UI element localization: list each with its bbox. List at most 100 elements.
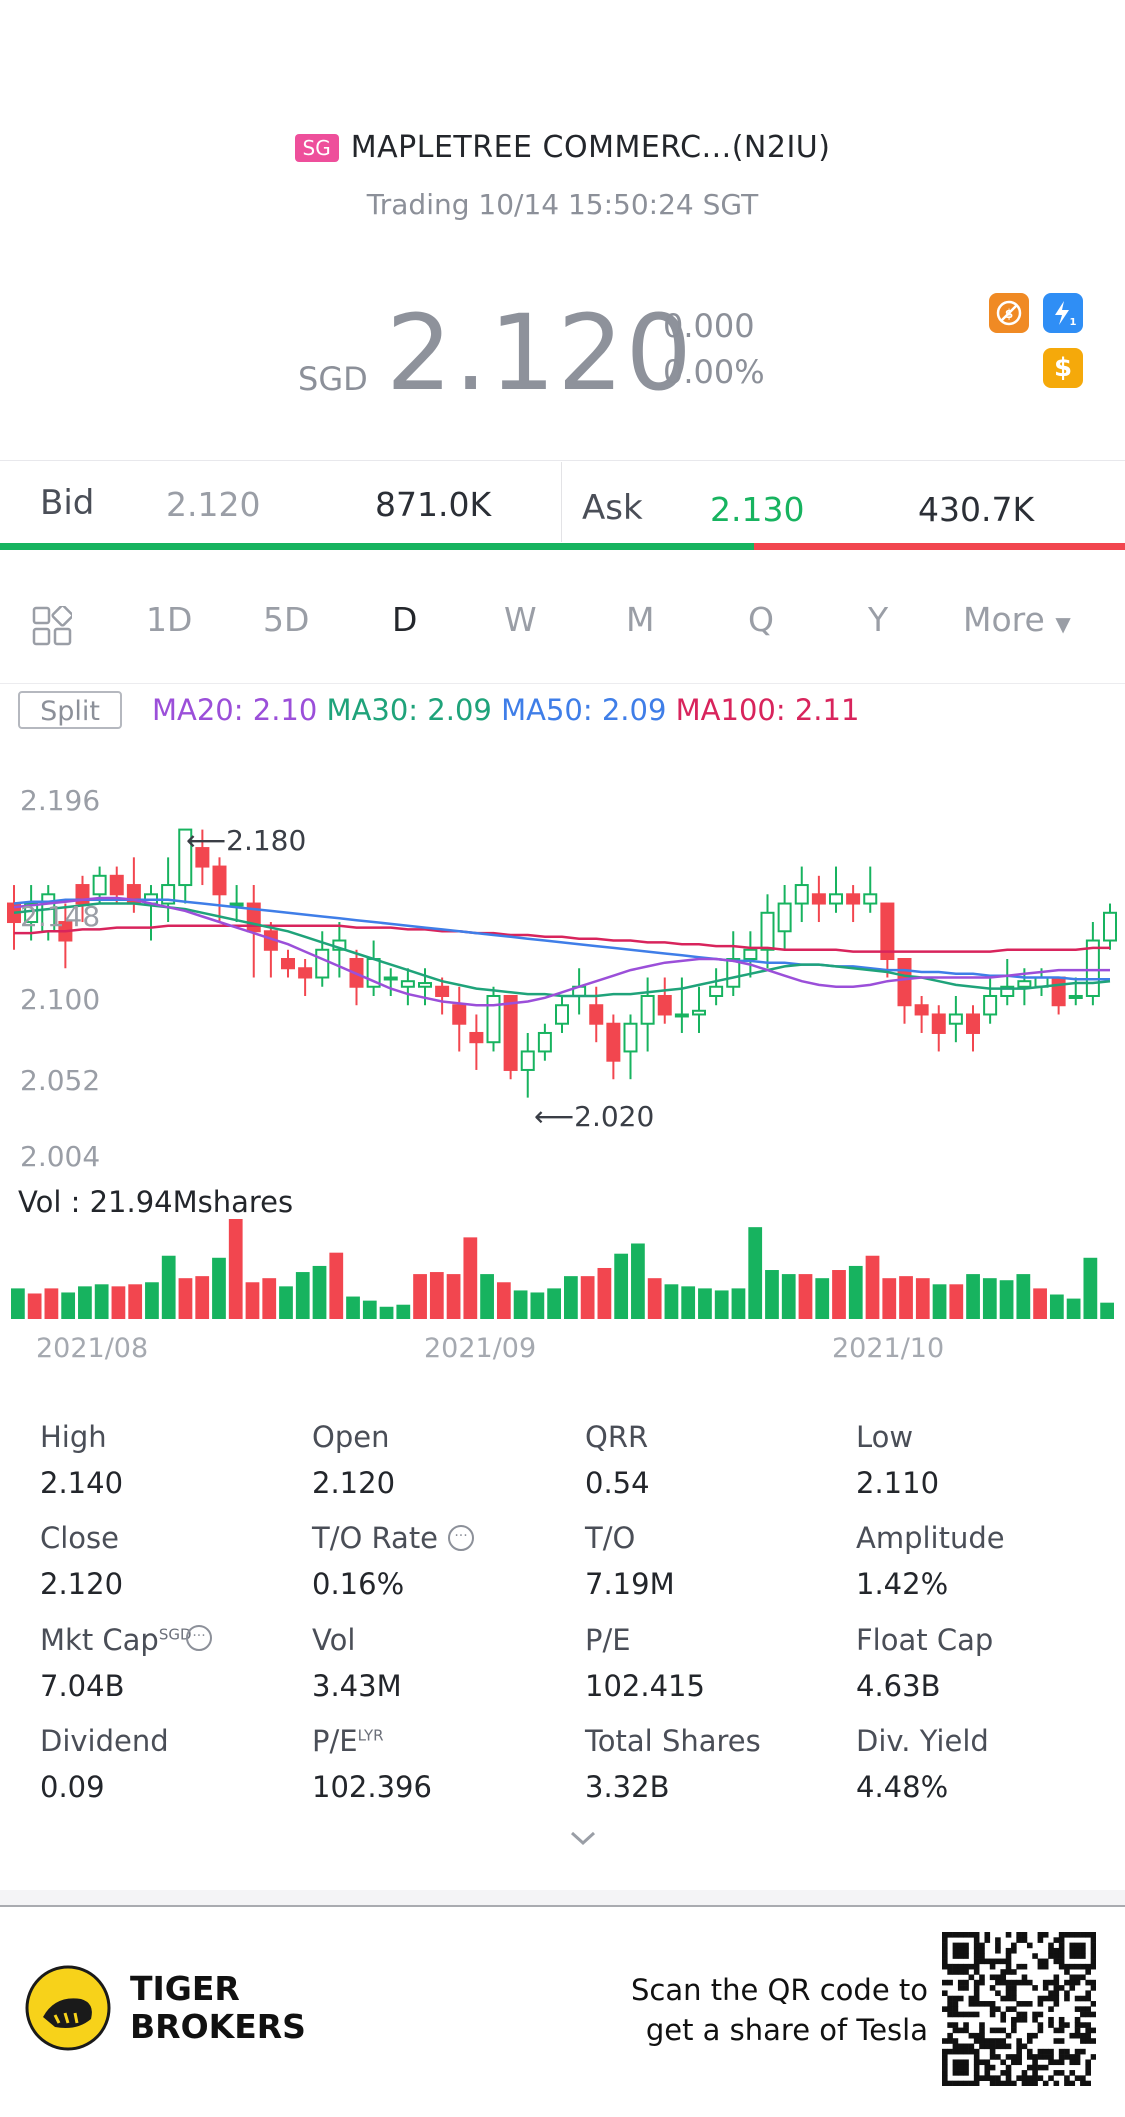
no-margin-icon[interactable]: $: [989, 293, 1029, 333]
volume-bar: [664, 1284, 679, 1319]
volume-bar: [530, 1292, 545, 1319]
candle-body: [811, 893, 826, 905]
stat-value: 0.54: [585, 1466, 650, 1500]
candle-body: [1017, 980, 1032, 988]
tab-w[interactable]: W: [504, 600, 537, 639]
bid-size: 871.0K: [375, 485, 492, 524]
volume-bar: [1066, 1298, 1081, 1319]
chart-grid-icon[interactable]: [32, 604, 74, 650]
tab-more[interactable]: More ▼: [963, 600, 1071, 639]
high-annotation: ⟵2.180: [186, 824, 307, 857]
volume-bar: [748, 1227, 763, 1319]
y-tick-label: 2.196: [20, 784, 101, 817]
tab-m[interactable]: M: [626, 600, 655, 639]
tab-q[interactable]: Q: [748, 600, 774, 639]
y-tick-label: 2.148: [20, 900, 101, 933]
candle-body: [794, 884, 809, 905]
volume-bar: [329, 1252, 344, 1319]
ask-volume-bar: [754, 543, 1125, 550]
volume-bar: [631, 1243, 645, 1319]
stat-label: Amplitude: [856, 1521, 1005, 1555]
candle-body: [92, 874, 107, 896]
candle-body: [897, 958, 912, 1007]
tab-y[interactable]: Y: [868, 600, 889, 639]
candle-body: [606, 1022, 621, 1062]
svg-text:$: $: [1005, 307, 1013, 321]
volume-bar: [379, 1306, 394, 1319]
volume-bar: [999, 1280, 1014, 1319]
chevron-down-icon: ▼: [1055, 612, 1071, 636]
brand-line1: TIGER: [130, 1969, 240, 2008]
ma30-value: MA30: 2.09: [326, 693, 492, 727]
info-icon[interactable]: ···: [448, 1525, 474, 1551]
stat-value: 2.120: [312, 1466, 396, 1500]
split-button[interactable]: Split: [18, 691, 122, 729]
stat-label-text: Div. Yield: [856, 1724, 989, 1758]
stat-label-text: Amplitude: [856, 1521, 1005, 1555]
volume-bar: [765, 1270, 779, 1319]
bid-volume-bar: [0, 543, 754, 550]
volume-bar: [295, 1272, 310, 1319]
lightning-level1-icon[interactable]: 1: [1043, 293, 1083, 333]
qr-call-to-action: Scan the QR code to get a share of Tesla: [600, 1970, 928, 2050]
volume-bar: [27, 1293, 42, 1319]
volume-bar: [145, 1282, 159, 1319]
candle-body: [640, 994, 655, 1025]
volume-bar: [362, 1300, 377, 1319]
volume-bar: [44, 1288, 59, 1319]
stat-value: 7.04B: [40, 1669, 125, 1703]
volume-bar: [396, 1304, 411, 1319]
stat-label: Mkt CapSGD: [40, 1623, 192, 1657]
volume-bar: [681, 1286, 696, 1319]
candle-body: [1000, 985, 1015, 997]
stat-label-text: Vol: [312, 1623, 356, 1657]
stat-label-text: T/O: [585, 1521, 636, 1555]
volume-bar: [513, 1290, 528, 1319]
stat-label: High: [40, 1420, 107, 1454]
volume-bar: [815, 1278, 830, 1319]
low-annotation-value: 2.020: [574, 1100, 655, 1133]
candle-body: [178, 828, 193, 887]
volume-label: Vol : 21.94Mshares: [18, 1185, 294, 1219]
cta-line1: Scan the QR code to: [631, 1973, 928, 2007]
volume-bar: [832, 1270, 846, 1319]
volume-bar: [128, 1284, 143, 1319]
ask-price: 2.130: [710, 490, 805, 529]
ma100-value: MA100: 2.11: [675, 693, 860, 727]
stat-label-text: Open: [312, 1420, 390, 1454]
candle-body: [692, 1009, 706, 1016]
market-badge: SG: [294, 133, 339, 162]
volume-bar: [61, 1292, 76, 1319]
stat-value: 0.16%: [312, 1567, 405, 1601]
volume-bar: [78, 1286, 92, 1319]
volume-bar: [647, 1278, 662, 1319]
period-tabs: 1D 5D D W M Q Y More ▼: [0, 600, 1125, 656]
candle-body: [452, 1004, 467, 1025]
tab-5d[interactable]: 5D: [263, 600, 310, 639]
candle-body: [743, 948, 758, 961]
ma-legend[interactable]: MA20: 2.10 MA30: 2.09 MA50: 2.09 MA100: …: [152, 693, 859, 727]
stat-label-text: High: [40, 1420, 107, 1454]
candle-body: [863, 893, 878, 905]
volume-chart[interactable]: [0, 1215, 1125, 1320]
candlestick-chart[interactable]: [0, 760, 1125, 1180]
qr-code[interactable]: [942, 1932, 1096, 2086]
candle-body: [315, 948, 330, 979]
candle-body: [914, 1004, 929, 1016]
volume-bar: [547, 1288, 561, 1319]
stock-title[interactable]: MAPLETREE COMMERC...(N2IU): [350, 130, 831, 165]
stat-value: 4.48%: [856, 1770, 949, 1804]
dollar-icon[interactable]: $: [1043, 348, 1083, 388]
candle-body: [555, 1004, 569, 1025]
tabs-divider: [0, 683, 1125, 684]
info-icon[interactable]: ···: [186, 1625, 212, 1651]
x-axis-label: 2021/09: [424, 1333, 537, 1364]
svg-text:1: 1: [1070, 317, 1077, 328]
candle-body: [1068, 994, 1083, 999]
tab-d[interactable]: D: [392, 600, 418, 639]
candle-body: [983, 994, 998, 1016]
volume-bar: [949, 1284, 964, 1319]
tab-1d[interactable]: 1D: [146, 600, 193, 639]
candle-body: [829, 893, 843, 905]
expand-chevron-icon[interactable]: [568, 1828, 598, 1852]
